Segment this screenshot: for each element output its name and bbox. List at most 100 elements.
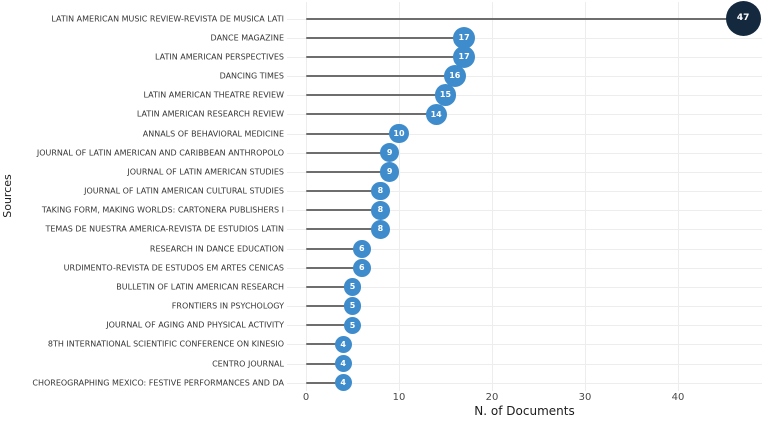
data-point-dot[interactable]: 9 [380,162,400,182]
category-label: 8TH INTERNATIONAL SCIENTIFIC CONFERENCE … [47,339,284,349]
h-gridline [287,210,762,212]
lollipop-stem [306,209,381,212]
h-gridline [287,325,762,327]
data-point-dot[interactable]: 5 [343,316,362,335]
data-point-dot[interactable]: 5 [343,278,362,296]
lollipop-stem [306,266,362,269]
category-label: TEMAS DE NUESTRA AMERICA-REVISTA DE ESTU… [45,224,284,234]
h-gridline [287,248,762,250]
data-point-dot[interactable]: 8 [371,220,390,239]
category-label: JOURNAL OF LATIN AMERICAN CULTURAL STUDI… [84,186,284,196]
lollipop-stem [306,151,390,154]
data-point-dot[interactable]: 16 [443,65,466,88]
dot-value-label: 17 [458,51,470,61]
x-tick-label: 20 [485,392,499,403]
category-label: TAKING FORM, MAKING WORLDS: CARTONERA PU… [41,205,284,215]
x-tick-label: 40 [671,392,685,403]
x-axis-title: N. of Documents [474,404,575,418]
category-label: JOURNAL OF LATIN AMERICAN STUDIES [127,167,284,177]
data-point-dot[interactable]: 9 [380,143,400,163]
dot-value-label: 6 [359,243,365,253]
dot-value-label: 9 [386,167,393,177]
data-point-dot[interactable]: 17 [452,26,476,49]
dot-value-label: 14 [430,109,442,119]
dot-value-label: 17 [458,32,470,42]
category-label: JOURNAL OF LATIN AMERICAN AND CARIBBEAN … [36,148,284,158]
data-point-dot[interactable]: 8 [371,181,390,201]
lollipop-stem [306,247,362,250]
category-label: ANNALS OF BEHAVIORAL MEDICINE [142,129,284,139]
h-gridline [287,363,762,365]
h-gridline [287,286,762,288]
category-label: LATIN AMERICAN THEATRE REVIEW [143,90,284,100]
v-gridline [678,2,679,391]
dot-value-label: 8 [377,204,384,214]
dot-value-label: 4 [340,359,346,369]
h-gridline [287,152,762,154]
dot-value-label: 5 [349,320,356,330]
lollipop-stem [306,381,344,384]
dot-value-label: 5 [349,282,356,292]
category-label: CENTRO JOURNAL [212,359,284,369]
dot-value-label: 10 [393,128,405,138]
data-point-dot[interactable]: 10 [389,123,409,144]
category-label: RESEARCH IN DANCE EDUCATION [149,244,284,254]
h-gridline [287,56,762,58]
data-point-dot[interactable]: 4 [334,335,352,353]
category-label: JOURNAL OF AGING AND PHYSICAL ACTIVITY [106,320,284,330]
dot-value-label: 8 [377,224,384,234]
lollipop-stem [306,132,399,135]
lollipop-stem [306,305,353,308]
category-label: CHOREOGRAPHING MEXICO: FESTIVE PERFORMAN… [32,378,284,388]
lollipop-stem [306,190,381,193]
dot-value-label: 4 [340,378,346,388]
dot-value-label: 4 [340,339,346,349]
h-gridline [287,382,762,384]
dot-value-label: 6 [359,262,365,272]
lollipop-stem [306,170,390,173]
h-gridline [287,267,762,269]
dot-value-label: 8 [377,185,384,195]
data-point-dot[interactable]: 6 [352,239,371,258]
data-point-dot[interactable]: 8 [371,200,390,220]
data-point-dot[interactable]: 14 [425,103,447,126]
category-label: LATIN AMERICAN PERSPECTIVES [154,52,284,62]
lollipop-stem [306,362,344,365]
lollipop-stem [306,343,344,346]
v-gridline [399,2,400,391]
h-gridline [287,133,762,135]
dot-value-label: 15 [439,90,452,100]
data-point-dot[interactable]: 5 [343,297,362,315]
category-label: FRONTIERS IN PSYCHOLOGY [171,301,284,311]
x-tick-label: 10 [392,392,406,403]
lollipop-stem [306,228,381,231]
h-gridline [287,76,762,78]
data-point-dot[interactable]: 4 [334,355,352,373]
lollipop-stem [306,285,353,288]
lollipop-stem [306,94,446,97]
data-point-dot[interactable]: 47 [725,1,761,37]
category-label: LATIN AMERICAN RESEARCH REVIEW [136,109,284,119]
v-gridline [306,2,307,391]
dot-value-label: 9 [386,148,393,158]
category-label: DANCE MAGAZINE [210,33,284,43]
lollipop-stem [306,75,455,78]
dot-value-label: 16 [449,71,461,81]
category-label: LATIN AMERICAN MUSIC REVIEW-REVISTA DE M… [51,14,284,24]
data-point-dot[interactable]: 6 [352,258,371,277]
v-gridline [585,2,586,391]
data-point-dot[interactable]: 15 [434,84,457,107]
category-label: URDIMENTO-REVISTA DE ESTUDOS EM ARTES CE… [63,263,284,273]
h-gridline [287,171,762,173]
data-point-dot[interactable]: 4 [334,374,352,392]
dot-value-label: 47 [736,13,750,24]
h-gridline [287,114,762,116]
dot-value-label: 5 [349,301,356,311]
lollipop-stem [306,36,465,39]
lollipop-stem [306,113,437,116]
category-label: DANCING TIMES [219,71,284,81]
x-tick-label: 30 [578,392,592,403]
data-point-dot[interactable]: 17 [452,45,476,69]
